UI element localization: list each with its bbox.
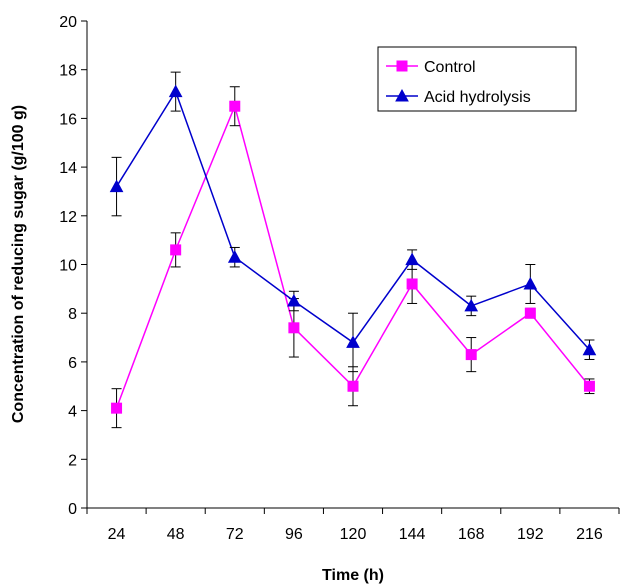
series-acid-hydrolysis [109,71,597,373]
x-tick-label: 48 [167,526,185,543]
data-point [406,278,418,290]
data-point [229,100,241,112]
data-point [582,342,597,356]
legend-label: Control [424,59,476,76]
y-tick-label: 10 [59,258,77,275]
data-point [227,250,242,263]
y-tick-label: 4 [68,404,77,421]
legend-items: Control Acid hydrolysis [386,59,531,106]
data-point [287,293,301,307]
legend-item: Control [386,59,476,76]
x-tick-label: 96 [285,526,303,543]
y-tick-label: 2 [68,452,77,469]
legend-box [377,46,577,112]
data-point [583,380,595,392]
y-tick-label: 6 [68,355,77,372]
axes [81,20,620,514]
data-point [346,335,360,348]
data-point [523,276,538,290]
data-point [288,322,300,334]
y-tick-label: 20 [59,14,77,31]
y-tick-label: 14 [59,160,77,177]
data-point [170,244,182,256]
series-control [111,86,595,429]
y-axis-title: Concentration of reducing sugar (g/100 g… [10,105,27,423]
data-point [168,84,183,98]
x-tick-label: 24 [108,526,126,543]
x-tick-label: 192 [517,526,544,543]
legend-label: Acid hydrolysis [424,89,531,106]
x-axis-title: Time (h) [322,567,384,584]
y-tick-label: 12 [59,209,77,226]
legend: Control Acid hydrolysis [377,46,577,112]
y-tick-label: 16 [59,111,77,128]
y-tick-label: 0 [68,501,77,518]
x-tick-label: 120 [340,526,367,543]
y-tick-label: 18 [59,63,77,80]
x-tick-label: 168 [458,526,485,543]
legend-item: Acid hydrolysis [386,88,531,106]
y-tick-label: 8 [68,306,77,323]
y-tick-labels: 0 2 4 6 8 10 12 14 16 18 20 [59,14,77,518]
data-point [109,179,124,193]
series-layer [109,71,597,429]
data-point [524,307,536,319]
x-tick-label: 144 [399,526,426,543]
x-tick-labels: 24 48 72 96 120 144 168 192 216 [108,526,603,543]
legend-marker [395,88,409,102]
x-tick-label: 216 [576,526,603,543]
data-point [405,252,419,266]
x-tick-label: 72 [226,526,244,543]
data-point [347,380,359,392]
data-point [465,349,477,361]
legend-marker [396,60,408,72]
data-point [464,298,479,312]
data-point [111,402,123,414]
